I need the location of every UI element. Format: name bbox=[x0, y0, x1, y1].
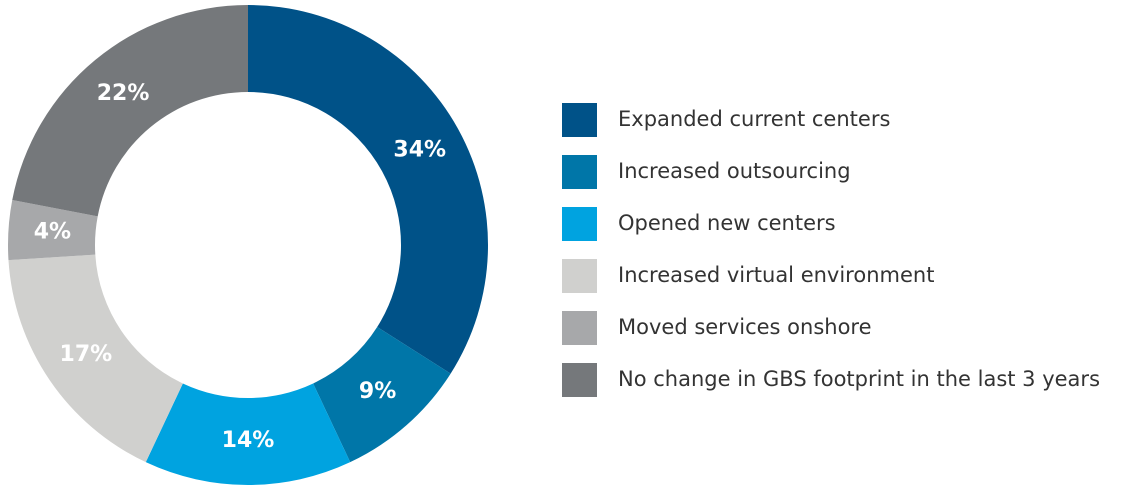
data-label: 22% bbox=[97, 81, 150, 106]
data-label: 14% bbox=[222, 428, 275, 453]
legend-label: No change in GBS footprint in the last 3… bbox=[618, 367, 1100, 391]
legend-swatch bbox=[562, 207, 597, 241]
donut-slice bbox=[248, 5, 488, 374]
donut-slice bbox=[7, 200, 98, 261]
legend-swatch bbox=[562, 155, 597, 189]
legend-label: Expanded current centers bbox=[618, 107, 890, 131]
legend-label: Moved services onshore bbox=[618, 315, 872, 339]
data-label: 17% bbox=[60, 342, 113, 367]
donut-slice bbox=[12, 5, 249, 217]
donut-slice bbox=[313, 326, 451, 463]
donut-slice bbox=[8, 254, 183, 463]
data-label: 9% bbox=[359, 379, 396, 404]
legend-swatch bbox=[562, 103, 597, 137]
donut-slice bbox=[145, 383, 351, 485]
legend-label: Increased outsourcing bbox=[618, 159, 851, 183]
legend-swatch bbox=[562, 311, 597, 345]
legend-label: Opened new centers bbox=[618, 211, 836, 235]
legend-label: Increased virtual environment bbox=[618, 263, 934, 287]
legend-swatch bbox=[562, 363, 597, 397]
legend-swatch bbox=[562, 259, 597, 293]
data-label: 4% bbox=[34, 220, 71, 245]
data-label: 34% bbox=[393, 138, 446, 163]
